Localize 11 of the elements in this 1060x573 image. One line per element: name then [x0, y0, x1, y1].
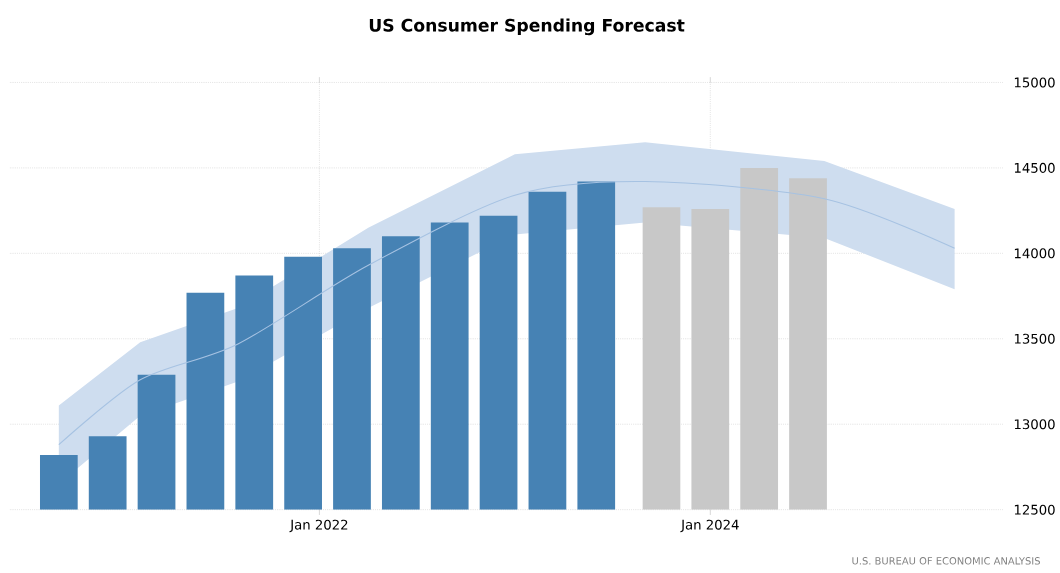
text: U.S. BUREAU OF ECONOMIC ANALYSIS [852, 556, 1040, 565]
y-tick-label: 13000 [1014, 419, 1055, 430]
y-tick-label: 14000 [1014, 248, 1055, 259]
y-tick-label: 13500 [1014, 333, 1055, 344]
y-tick-label: 15000 [1014, 77, 1055, 88]
chart-title: US Consumer Spending Forecast [369, 18, 685, 36]
y-tick-label: 12500 [1014, 504, 1055, 515]
y-tick-label: 14500 [1014, 162, 1055, 173]
line-series [58, 180, 956, 446]
x-tick-label: Jan 2022 [289, 519, 348, 533]
x-tick-label: Jan 2024 [680, 519, 739, 533]
